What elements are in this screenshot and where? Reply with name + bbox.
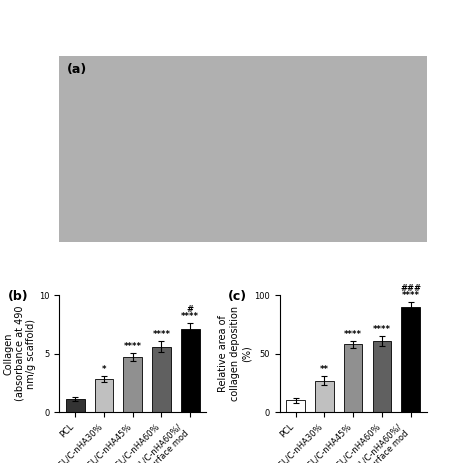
- Bar: [181, 329, 200, 412]
- Text: (b): (b): [8, 289, 28, 302]
- Text: (a): (a): [66, 63, 87, 76]
- Bar: [95, 379, 113, 412]
- Text: ****: ****: [373, 325, 391, 334]
- Bar: [66, 399, 84, 412]
- Text: *: *: [102, 365, 106, 374]
- Bar: [373, 341, 391, 412]
- Text: ****: ****: [153, 330, 171, 339]
- Text: ****: ****: [401, 291, 419, 300]
- Text: **: **: [320, 365, 329, 374]
- Bar: [286, 400, 305, 412]
- Y-axis label: Relative area of
collagen deposition
(%): Relative area of collagen deposition (%): [218, 306, 251, 401]
- Text: ****: ****: [344, 330, 362, 338]
- Bar: [401, 307, 420, 412]
- Text: ****: ****: [124, 342, 142, 351]
- Text: (c): (c): [228, 289, 247, 302]
- Text: ****: ****: [181, 312, 199, 321]
- Text: #: #: [187, 305, 194, 314]
- Bar: [152, 347, 171, 412]
- Bar: [123, 357, 142, 412]
- FancyBboxPatch shape: [0, 0, 474, 298]
- Text: ###: ###: [400, 284, 421, 293]
- Bar: [315, 381, 334, 412]
- Y-axis label: Collagen
(absorbance at 490
nm/g scaffold): Collagen (absorbance at 490 nm/g scaffol…: [3, 306, 36, 401]
- Bar: [344, 344, 363, 412]
